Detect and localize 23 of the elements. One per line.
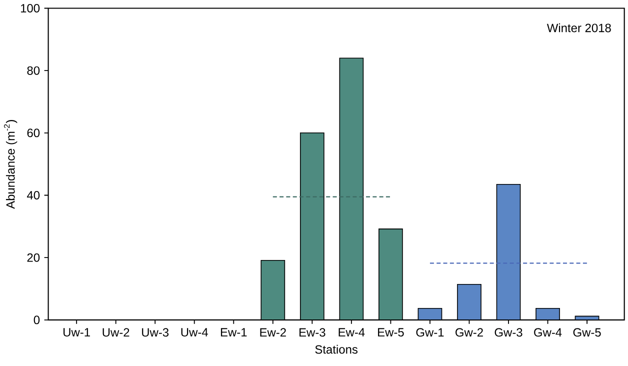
y-tick-label: 40 [26,191,40,200]
x-axis-title: Stations [315,344,358,354]
x-tick-label: Gw-1 [416,328,444,337]
x-tick-label: Ew-2 [260,328,286,337]
y-tick-label: 80 [27,66,40,75]
annotation: Winter 2018 [546,23,611,32]
x-tick-label: Uw-3 [142,328,169,337]
y-tick-label: 0 [34,316,40,324]
x-tick-label: Gw-3 [494,328,522,337]
x-tick-label: Uw-2 [102,328,130,337]
y-tick-label: 20 [27,253,40,262]
y-tick-label: 100 [20,4,40,13]
y-tick-label: 60 [27,128,40,138]
x-tick-label: Gw-5 [573,328,601,337]
x-tick-label: Uw-1 [64,328,90,337]
x-tick-label: Ew-5 [378,328,404,337]
x-tick-label: Uw-4 [181,328,208,337]
x-tick-label: Gw-2 [456,328,483,337]
x-tick-label: Gw-4 [534,328,562,337]
y-axis-title: Abundance (m$^{-2}$) [4,120,18,209]
x-tick-label: Ew-1 [220,328,247,336]
x-tick-label: Ew-3 [300,328,326,337]
x-tick-label: Ew-4 [338,328,365,336]
